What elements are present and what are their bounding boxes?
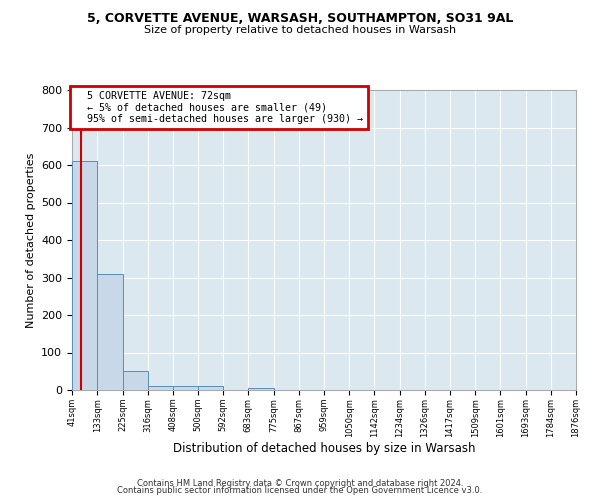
Bar	[173, 386, 198, 390]
Bar	[198, 386, 223, 390]
Text: 5 CORVETTE AVENUE: 72sqm
  ← 5% of detached houses are smaller (49)
  95% of sem: 5 CORVETTE AVENUE: 72sqm ← 5% of detache…	[75, 91, 363, 124]
Bar	[148, 386, 173, 390]
Text: 5, CORVETTE AVENUE, WARSASH, SOUTHAMPTON, SO31 9AL: 5, CORVETTE AVENUE, WARSASH, SOUTHAMPTON…	[87, 12, 513, 26]
Bar	[122, 371, 148, 390]
Bar	[248, 388, 274, 390]
Bar	[72, 161, 97, 390]
Text: Contains public sector information licensed under the Open Government Licence v3: Contains public sector information licen…	[118, 486, 482, 495]
Text: Size of property relative to detached houses in Warsash: Size of property relative to detached ho…	[144, 25, 456, 35]
Y-axis label: Number of detached properties: Number of detached properties	[26, 152, 35, 328]
Text: Contains HM Land Registry data © Crown copyright and database right 2024.: Contains HM Land Registry data © Crown c…	[137, 478, 463, 488]
Bar	[97, 274, 122, 390]
X-axis label: Distribution of detached houses by size in Warsash: Distribution of detached houses by size …	[173, 442, 475, 456]
